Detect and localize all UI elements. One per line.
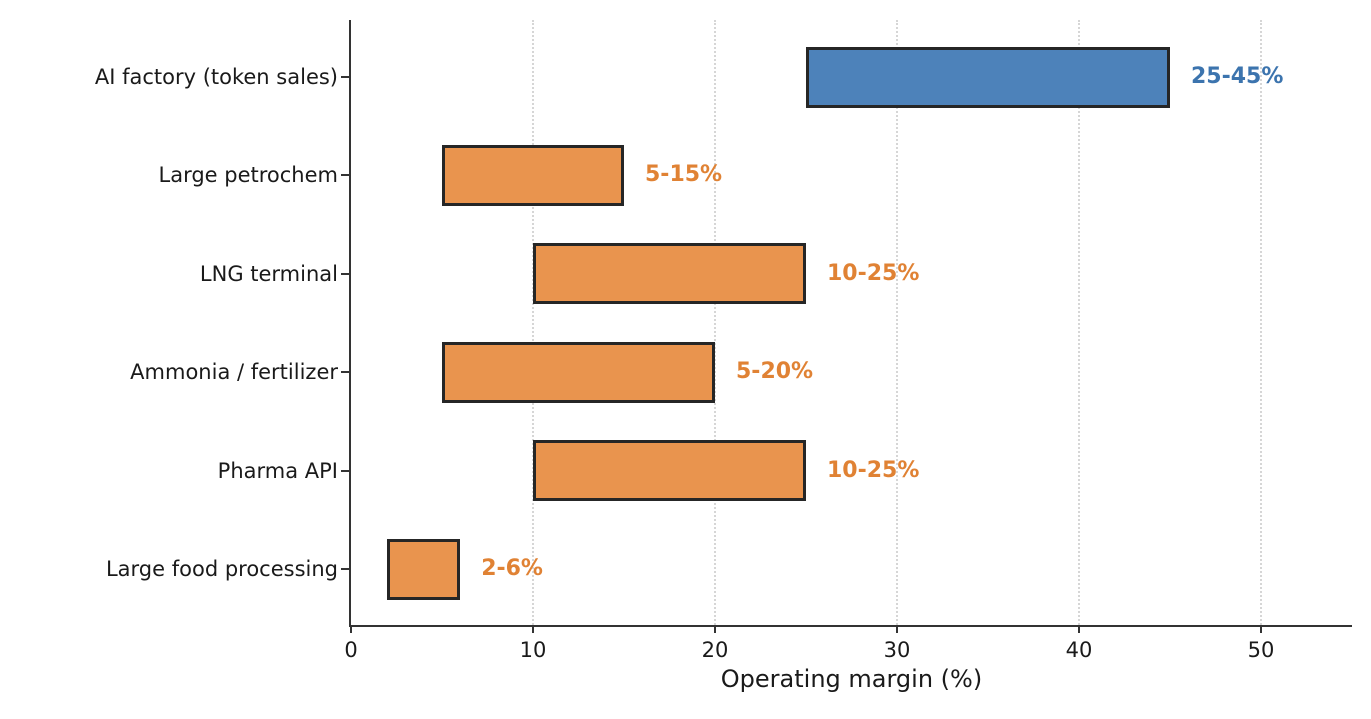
bar-pharma-api bbox=[533, 440, 806, 502]
gridline-x20 bbox=[714, 20, 716, 625]
category-label: AI factory (token sales) bbox=[94, 65, 338, 89]
category-label: Pharma API bbox=[217, 458, 338, 483]
category-label: Large food processing bbox=[105, 557, 338, 581]
category-label: Ammonia / fertilizer bbox=[130, 360, 338, 385]
bar-large-petrochem bbox=[442, 144, 624, 206]
x-tick-mark bbox=[896, 625, 898, 633]
x-tick-label: 20 bbox=[701, 638, 729, 662]
x-tick-label: 50 bbox=[1247, 638, 1275, 662]
y-tick-mark bbox=[341, 469, 349, 472]
gridline-x40 bbox=[1078, 20, 1080, 625]
bar-ai-factory-token-sales- bbox=[806, 46, 1170, 108]
x-tick-mark bbox=[1078, 625, 1080, 633]
bar-ammonia-fertilizer bbox=[442, 341, 715, 403]
x-axis-title: Operating margin (%) bbox=[720, 665, 983, 693]
value-label: 5-15% bbox=[645, 162, 723, 188]
gridline-x50 bbox=[1260, 20, 1262, 625]
value-label: 25-45% bbox=[1191, 64, 1284, 89]
gridline-x30 bbox=[896, 20, 898, 625]
x-tick-label: 0 bbox=[344, 638, 358, 662]
y-tick-mark bbox=[341, 76, 349, 78]
value-label: 10-25% bbox=[827, 260, 920, 286]
y-tick-mark bbox=[341, 568, 349, 570]
y-tick-mark bbox=[341, 272, 349, 275]
bar-large-food-processing bbox=[387, 538, 461, 600]
x-tick-mark bbox=[1260, 625, 1262, 633]
gridline-x10 bbox=[532, 20, 534, 625]
y-axis-spine bbox=[349, 20, 351, 625]
x-tick-label: 40 bbox=[1065, 638, 1093, 662]
x-tick-label: 30 bbox=[883, 638, 911, 662]
x-tick-mark bbox=[350, 625, 352, 633]
value-label: 5-20% bbox=[736, 359, 814, 385]
category-label: LNG terminal bbox=[199, 261, 338, 286]
value-label: 2-6% bbox=[481, 556, 543, 581]
y-tick-mark bbox=[341, 371, 349, 374]
value-label: 10-25% bbox=[827, 457, 920, 483]
x-axis-spine bbox=[349, 625, 1352, 627]
bar-lng-terminal bbox=[533, 243, 806, 305]
category-label: Large petrochem bbox=[158, 163, 339, 188]
x-tick-mark bbox=[532, 625, 534, 633]
x-tick-mark bbox=[714, 625, 716, 633]
x-tick-label: 10 bbox=[519, 638, 547, 662]
y-tick-mark bbox=[341, 174, 349, 177]
